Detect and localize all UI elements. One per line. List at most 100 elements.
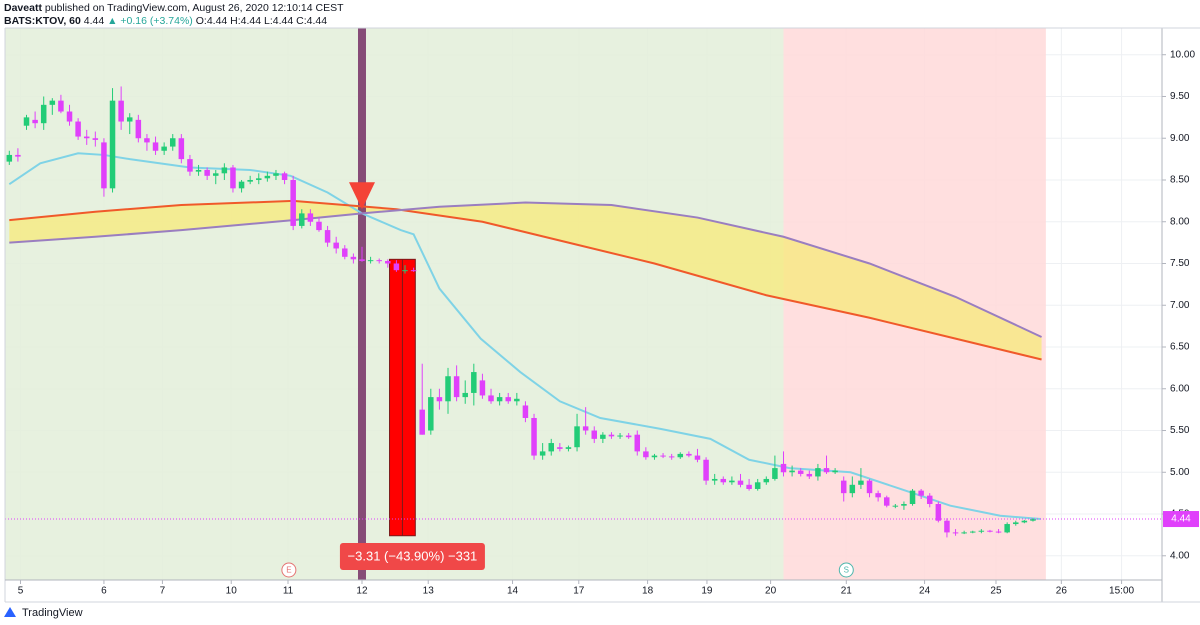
candle-body (557, 447, 563, 449)
y-tick-label: 8.50 (1170, 175, 1190, 186)
y-tick-label: 6.00 (1170, 383, 1190, 394)
candle-body (944, 520, 950, 533)
x-tick-label: 5 (18, 586, 24, 597)
candle-body (531, 417, 537, 456)
x-tick-label: 13 (423, 586, 435, 597)
candle-body (307, 213, 314, 222)
measure-label: −3.31 (−43.90%) −331 (348, 548, 478, 563)
candle-body (83, 136, 90, 139)
candle-body (273, 173, 279, 176)
candle-body (453, 376, 460, 398)
candle-body (204, 169, 210, 176)
event-marker (281, 562, 297, 578)
candle-body (1030, 519, 1036, 521)
candle-body (393, 263, 400, 271)
candle-body (918, 490, 924, 496)
candle-body (815, 468, 821, 477)
candle-body (58, 100, 64, 112)
candle-body (634, 434, 641, 452)
candle-body (660, 455, 666, 457)
candle-body (703, 459, 709, 481)
candle-body (32, 119, 38, 124)
candle-body (539, 451, 546, 456)
y-tick-label: 5.00 (1170, 467, 1190, 478)
x-tick-label: 20 (765, 586, 777, 597)
x-tick-label: 18 (642, 586, 654, 597)
candle-body (600, 434, 606, 439)
change: ▲ +0.16 (+3.74%) (107, 15, 193, 27)
y-tick-label: 8.00 (1170, 216, 1190, 227)
candle-body (617, 435, 623, 437)
y-tick-label: 6.50 (1170, 342, 1190, 353)
candle-body (75, 121, 81, 137)
candle-body (187, 159, 193, 172)
signal-arrow (348, 182, 375, 210)
candle-body (376, 260, 382, 262)
candle-body (152, 142, 159, 151)
candle-body (522, 405, 529, 418)
candle-body (178, 138, 185, 160)
candle-body (625, 435, 632, 438)
candle-body (367, 260, 374, 262)
candle-body (866, 480, 873, 494)
x-tick-label: 17 (573, 586, 585, 597)
candle-body (711, 478, 718, 481)
candle-body (840, 480, 847, 494)
candle-body (118, 100, 124, 122)
candle-body (729, 480, 735, 483)
footer: TradingView (22, 607, 83, 619)
logo-icon (4, 607, 16, 617)
x-tick-label: 7 (160, 586, 166, 597)
candle-body (737, 480, 744, 485)
x-tick-label: 19 (701, 586, 713, 597)
y-tick-label: 5.50 (1170, 425, 1190, 436)
plot-area: −3.31 (−43.90%) −331 E S (5, 28, 1162, 580)
logo: TradingView (4, 607, 83, 619)
symbol: BATS:KTOV, 60 (4, 15, 81, 27)
candle-body (445, 376, 451, 402)
candle-body (883, 497, 890, 506)
candle-body (23, 117, 30, 126)
candle-body (995, 531, 1002, 533)
candle-body (582, 426, 589, 431)
candle-body (92, 138, 99, 140)
candle-body (350, 256, 357, 260)
x-tick-label: 6 (101, 586, 107, 597)
candle-body (789, 470, 795, 473)
candle-body (6, 154, 13, 162)
candle-body (281, 173, 288, 180)
candle-body (290, 179, 296, 226)
candle-body (849, 484, 856, 494)
candle-body (978, 530, 985, 532)
candle-body (926, 495, 933, 505)
candle-body (643, 451, 649, 458)
candle-body (333, 242, 339, 249)
candle-body (565, 447, 572, 449)
candle-body (40, 104, 47, 124)
candle-body (359, 259, 365, 261)
candle-body (496, 397, 503, 402)
candle-body (479, 380, 486, 396)
candle-body (169, 138, 176, 147)
symbol-line: BATS:KTOV, 60 4.44 ▲ +0.16 (+3.74%) O:4.… (4, 15, 327, 27)
ohlc: O:4.44 H:4.44 L:4.44 C:4.44 (196, 15, 327, 27)
candle-body (15, 154, 21, 157)
last-price-label: 4.44 (1171, 514, 1191, 525)
ma-fill (9, 200, 1042, 360)
candle-body (608, 434, 615, 437)
x-tick-label: 11 (283, 586, 294, 597)
candle-body (195, 169, 202, 172)
candle-body (892, 505, 899, 507)
candle-body (969, 531, 976, 533)
x-tick-label: 10 (226, 586, 238, 597)
candle-body (1013, 522, 1019, 525)
y-tick-label: 7.50 (1170, 258, 1190, 269)
candle-body (961, 532, 967, 534)
candle-body (238, 181, 245, 189)
candle-body (677, 453, 684, 458)
candle-body (797, 470, 804, 474)
candle-body (299, 213, 305, 226)
candle-body (514, 398, 520, 402)
x-tick-label: 12 (356, 586, 368, 597)
candle-body (651, 455, 658, 458)
